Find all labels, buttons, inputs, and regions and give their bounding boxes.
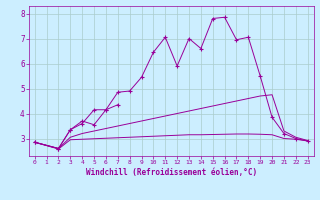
X-axis label: Windchill (Refroidissement éolien,°C): Windchill (Refroidissement éolien,°C) bbox=[86, 168, 257, 177]
